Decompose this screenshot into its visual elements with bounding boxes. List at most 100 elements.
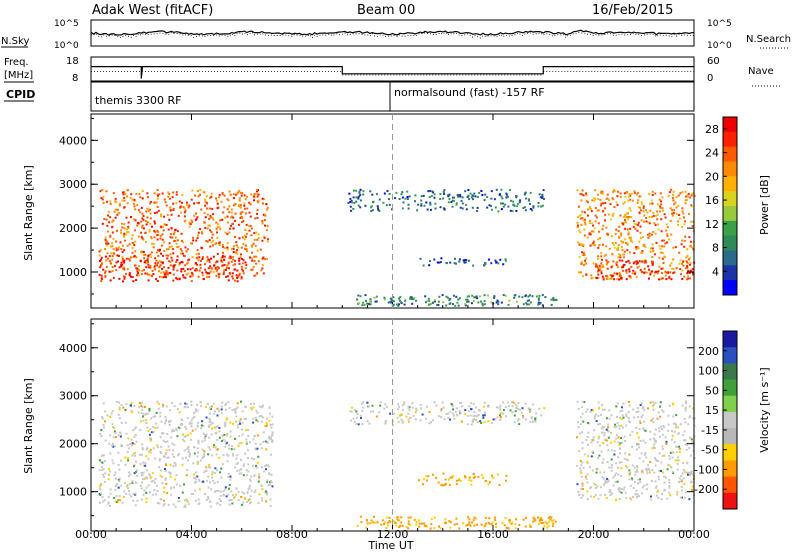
power-echo [595, 263, 598, 266]
power-echo [654, 192, 657, 195]
power-echo [673, 271, 676, 274]
velocity-echo [514, 410, 517, 413]
velocity-echo [165, 418, 167, 421]
power-echo [622, 202, 625, 205]
power-echo [593, 227, 596, 230]
velocity-echo [542, 521, 545, 524]
velocity-echo [246, 474, 249, 477]
power-echo [464, 304, 467, 307]
power-echo [224, 268, 227, 271]
power-echo [154, 222, 156, 225]
velocity-echo [605, 439, 608, 442]
velocity-echo [602, 483, 605, 486]
velocity-echo [103, 476, 105, 479]
power-echo [663, 239, 665, 242]
velocity-echo [408, 409, 411, 411]
velocity-echo [103, 499, 106, 502]
power-echo [658, 278, 660, 281]
power-echo [158, 265, 161, 268]
power-echo [690, 246, 693, 249]
velocity-echo [577, 407, 580, 410]
power-echo [215, 227, 218, 230]
power-echo [521, 296, 524, 299]
velocity-echo [111, 459, 114, 462]
power-echo [624, 238, 627, 241]
power-echo [352, 207, 355, 210]
power-echo [515, 196, 518, 199]
power-echo [208, 258, 211, 261]
power-echo [507, 303, 510, 306]
power-echo [625, 215, 628, 218]
velocity-echo [244, 405, 247, 408]
power-echo [616, 261, 619, 264]
velocity-echo [395, 524, 398, 527]
power-echo [395, 303, 398, 306]
velocity-echo [389, 412, 392, 415]
power-echo [661, 245, 664, 248]
power-echo [209, 229, 212, 232]
power-echo [264, 258, 267, 261]
power-echo [681, 226, 684, 229]
velocity-echo [522, 414, 525, 417]
velocity-echo [258, 476, 261, 478]
power-echo [176, 246, 179, 249]
velocity-echo [587, 431, 590, 434]
power-echo [111, 226, 114, 229]
velocity-echo [101, 416, 103, 419]
velocity-echo [552, 519, 555, 522]
power-echo [606, 233, 609, 236]
velocity-echo [127, 437, 130, 440]
power-echo [245, 235, 247, 238]
velocity-echo [114, 432, 117, 434]
velocity-echo [661, 433, 664, 436]
power-echo [504, 203, 507, 206]
power-echo [99, 249, 102, 251]
velocity-echo [205, 498, 208, 501]
velocity-echo [139, 463, 142, 466]
velocity-echo [509, 409, 512, 412]
velocity-echo [593, 415, 596, 418]
velocity-echo [449, 476, 452, 479]
mhz-label: [MHz] [4, 70, 33, 81]
power-echo [502, 205, 505, 208]
power-echo [628, 216, 631, 218]
power-echo [181, 239, 183, 242]
velocity-echo [510, 523, 513, 525]
velocity-echo [627, 417, 630, 420]
power-echo [123, 191, 125, 193]
power-echo [359, 188, 362, 191]
power-echo [596, 193, 599, 196]
velocity-echo [605, 497, 608, 499]
velocity-echo [473, 524, 476, 527]
power-echo [369, 298, 372, 301]
velocity-echo [248, 486, 251, 489]
velocity-echo [220, 408, 223, 411]
power-echo [525, 302, 528, 305]
power-echo [201, 230, 203, 233]
velocity-echo [401, 524, 404, 527]
velocity-echo [211, 476, 213, 479]
velocity-echo [676, 493, 679, 496]
power-echo [143, 269, 146, 271]
power-echo [526, 303, 529, 306]
velocity-echo [190, 400, 193, 403]
power-echo [620, 234, 623, 237]
power-echo [226, 215, 229, 218]
noise-tick-hi: 10^5 [54, 19, 79, 29]
power-echo [672, 199, 675, 202]
power-echo [238, 272, 241, 275]
power-echo [163, 198, 166, 201]
velocity-echo [581, 488, 584, 490]
velocity-echo [228, 503, 231, 506]
power-echo [192, 239, 195, 242]
velocity-echo [177, 500, 180, 503]
velocity-echo [261, 447, 263, 450]
velocity-echo [426, 525, 429, 528]
power-echo [224, 231, 227, 234]
power-echo [223, 194, 226, 197]
power-echo [497, 210, 500, 213]
velocity-echo [396, 518, 399, 521]
power-echo [142, 218, 145, 221]
velocity-echo [636, 432, 639, 435]
power-echo [490, 301, 493, 304]
